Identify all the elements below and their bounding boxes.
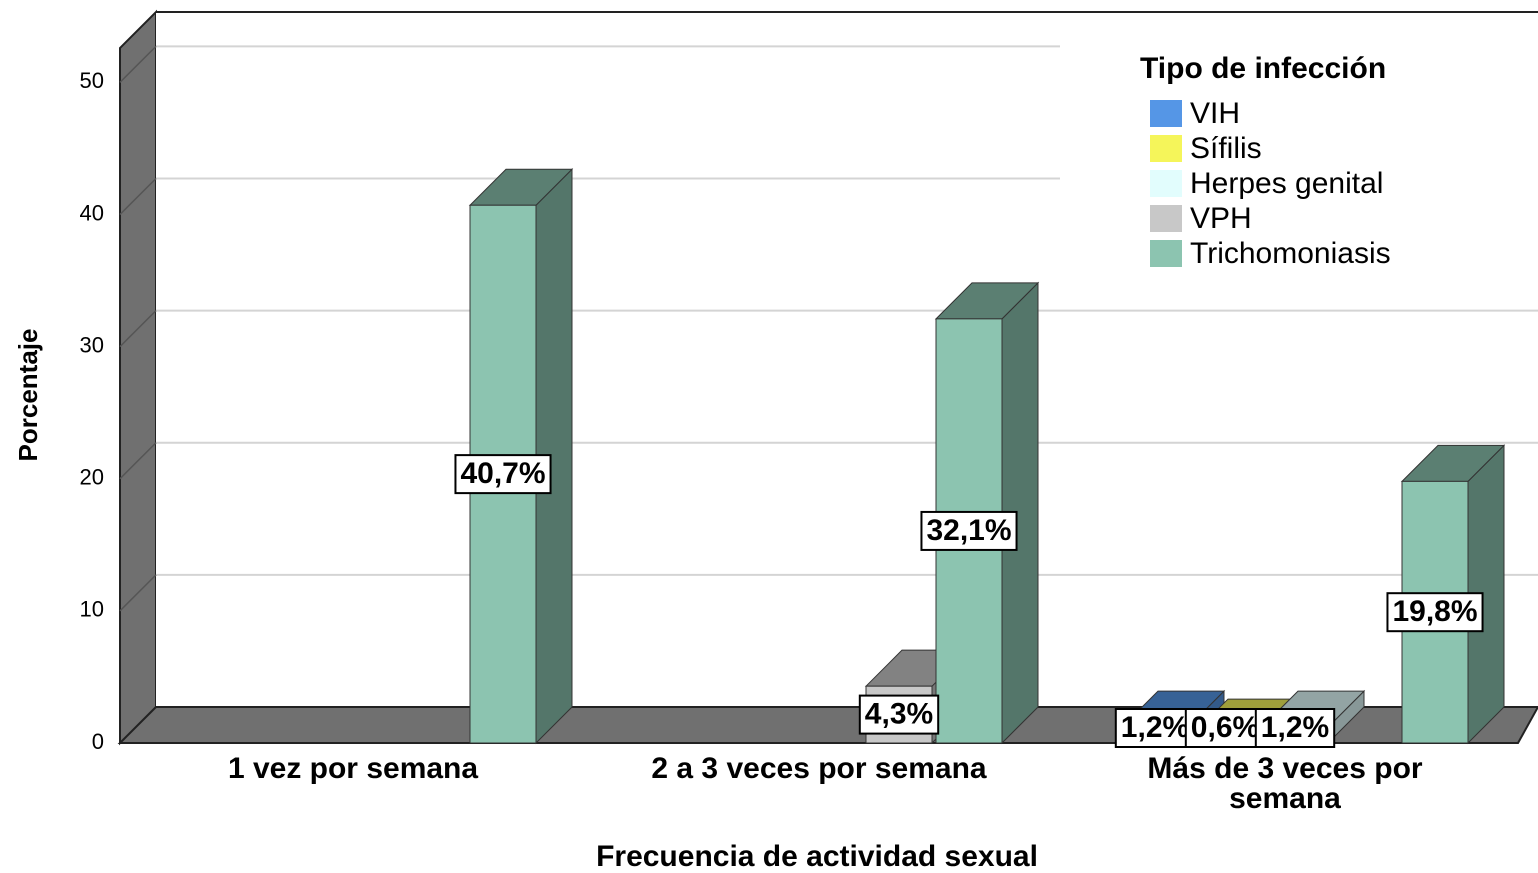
x-axis-title: Frecuencia de actividad sexual (596, 840, 1038, 873)
legend-swatch (1150, 170, 1182, 197)
value-label-box (454, 454, 552, 495)
value-label-box (1254, 708, 1336, 748)
tick-mark (119, 442, 157, 480)
value-label-text: 40,7% (460, 457, 545, 490)
value-label: 1,2% (1254, 708, 1336, 748)
legend-swatch (1150, 205, 1182, 232)
value-label-text: 19,8% (1392, 595, 1477, 628)
legend-label: VIH (1190, 97, 1240, 130)
legend-label: VPH (1190, 202, 1252, 235)
legend-swatch (1150, 240, 1182, 267)
y-tick-label: 0 (92, 729, 104, 754)
y-tick-label: 50 (80, 68, 104, 93)
y-tick-label: 10 (80, 597, 104, 622)
y-tick-label: 20 (80, 465, 104, 490)
side-wall (119, 9, 157, 746)
value-label: 32,1% (920, 510, 1018, 551)
tick-mark (119, 45, 157, 83)
y-axis-title: Porcentaje (13, 329, 43, 462)
y-tick-label: 40 (80, 200, 104, 225)
x-tick-label: 2 a 3 veces por semana (651, 752, 987, 785)
value-label: 1,2% (1114, 708, 1196, 748)
value-label-text: 4,3% (865, 698, 933, 731)
value-label-box (920, 510, 1018, 551)
x-tick-label: 1 vez por semana (228, 752, 478, 785)
value-label-text: 0,6% (1191, 711, 1259, 744)
value-label-text: 1,2% (1121, 711, 1189, 744)
value-label-box (858, 694, 940, 735)
value-label-text: 1,2% (1261, 711, 1329, 744)
value-label-box (1386, 592, 1484, 633)
bar (934, 281, 1040, 745)
value-label: 40,7% (454, 454, 552, 495)
legend-swatch (1150, 100, 1182, 127)
legend-title: Tipo de infección (1140, 52, 1386, 85)
legend-label: Trichomoniasis (1190, 237, 1391, 270)
value-label: 4,3% (858, 694, 940, 735)
value-label: 19,8% (1386, 592, 1484, 633)
legend-swatch (1150, 135, 1182, 162)
value-label-text: 32,1% (926, 514, 1011, 547)
tick-mark (119, 574, 157, 612)
value-label: 0,6% (1184, 708, 1266, 748)
tick-mark (119, 310, 157, 348)
legend-box (1060, 45, 1538, 280)
tick-mark (119, 177, 157, 216)
legend-label: Herpes genital (1190, 167, 1383, 200)
x-tick-label: Más de 3 veces por semana (1147, 752, 1422, 815)
legend-label: Sífilis (1190, 132, 1262, 165)
y-tick-label: 30 (80, 332, 104, 357)
